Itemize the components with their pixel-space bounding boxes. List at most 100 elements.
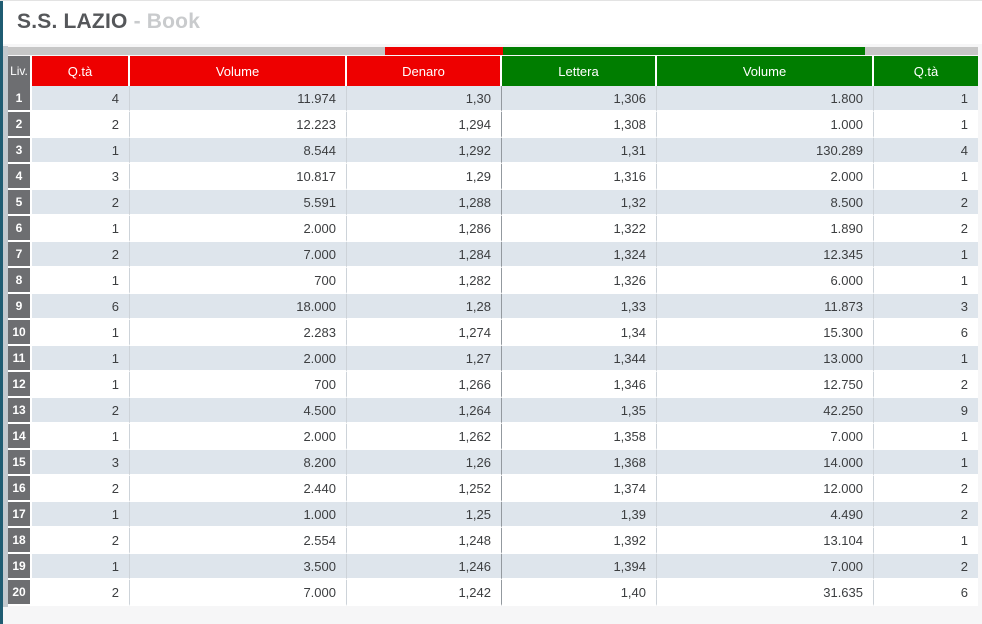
bid-price-cell[interactable]: 1,262 [347,424,502,450]
bid-qty-cell: 1 [32,268,130,294]
book-row[interactable]: 6 1 2.000 1,286 1,322 1.890 2 [8,216,978,242]
level-cell: 16 [8,476,32,502]
ask-qty-cell: 6 [874,320,978,346]
instrument-name: S.S. LAZIO [17,10,128,33]
bid-qty-cell: 1 [32,320,130,346]
bid-qty-cell: 1 [32,424,130,450]
ask-price-cell[interactable]: 1,33 [502,294,657,320]
bid-qty-cell: 3 [32,164,130,190]
bid-price-cell[interactable]: 1,288 [347,190,502,216]
ask-price-cell[interactable]: 1,40 [502,580,657,606]
order-book-table: Liv. Q.tà Volume Denaro Lettera Volume Q… [8,56,978,606]
bid-qty-cell: 2 [32,190,130,216]
bid-price-cell[interactable]: 1,264 [347,398,502,424]
book-row[interactable]: 7 2 7.000 1,284 1,324 12.345 1 [8,242,978,268]
ask-price-cell[interactable]: 1,308 [502,112,657,138]
bid-price-cell[interactable]: 1,286 [347,216,502,242]
level-cell: 14 [8,424,32,450]
book-row[interactable]: 2 2 12.223 1,294 1,308 1.000 1 [8,112,978,138]
level-cell: 9 [8,294,32,320]
bid-qty-cell: 1 [32,554,130,580]
book-row[interactable]: 16 2 2.440 1,252 1,374 12.000 2 [8,476,978,502]
bid-volume-cell: 700 [130,372,347,398]
bid-price-cell[interactable]: 1,292 [347,138,502,164]
book-row[interactable]: 9 6 18.000 1,28 1,33 11.873 3 [8,294,978,320]
book-row[interactable]: 14 1 2.000 1,262 1,358 7.000 1 [8,424,978,450]
bid-price-cell[interactable]: 1,274 [347,320,502,346]
ask-price-cell[interactable]: 1,344 [502,346,657,372]
book-row[interactable]: 15 3 8.200 1,26 1,368 14.000 1 [8,450,978,476]
ask-price-cell[interactable]: 1,368 [502,450,657,476]
bid-price-cell[interactable]: 1,246 [347,554,502,580]
ask-price-cell[interactable]: 1,34 [502,320,657,346]
bid-price-cell[interactable]: 1,248 [347,528,502,554]
bid-price-cell[interactable]: 1,29 [347,164,502,190]
level-cell: 13 [8,398,32,424]
book-row[interactable]: 8 1 700 1,282 1,326 6.000 1 [8,268,978,294]
bid-price-cell[interactable]: 1,266 [347,372,502,398]
bid-price-cell[interactable]: 1,282 [347,268,502,294]
header-bid-price: Denaro [347,56,502,86]
ask-volume-cell: 11.873 [657,294,874,320]
bid-qty-cell: 3 [32,450,130,476]
ask-volume-cell: 15.300 [657,320,874,346]
book-row[interactable]: 5 2 5.591 1,288 1,32 8.500 2 [8,190,978,216]
book-row[interactable]: 13 2 4.500 1,264 1,35 42.250 9 [8,398,978,424]
ask-volume-cell: 6.000 [657,268,874,294]
ask-qty-cell: 2 [874,476,978,502]
level-cell: 18 [8,528,32,554]
book-row[interactable]: 3 1 8.544 1,292 1,31 130.289 4 [8,138,978,164]
ask-price-cell[interactable]: 1,394 [502,554,657,580]
ask-price-cell[interactable]: 1,306 [502,86,657,112]
bid-qty-cell: 1 [32,138,130,164]
bid-price-cell[interactable]: 1,252 [347,476,502,502]
bid-qty-cell: 2 [32,580,130,606]
bid-price-cell[interactable]: 1,242 [347,580,502,606]
bid-volume-cell: 7.000 [130,580,347,606]
level-cell: 7 [8,242,32,268]
book-row[interactable]: 20 2 7.000 1,242 1,40 31.635 6 [8,580,978,606]
level-cell: 19 [8,554,32,580]
bid-price-cell[interactable]: 1,284 [347,242,502,268]
title-bar: S.S. LAZIO - Book [0,0,982,44]
bid-qty-cell: 2 [32,398,130,424]
ask-price-cell[interactable]: 1,374 [502,476,657,502]
book-row[interactable]: 4 3 10.817 1,29 1,316 2.000 1 [8,164,978,190]
ask-price-cell[interactable]: 1,392 [502,528,657,554]
header-ask-qty: Q.tà [874,56,978,86]
ask-price-cell[interactable]: 1,322 [502,216,657,242]
book-row[interactable]: 10 1 2.283 1,274 1,34 15.300 6 [8,320,978,346]
book-row[interactable]: 18 2 2.554 1,248 1,392 13.104 1 [8,528,978,554]
ask-price-cell[interactable]: 1,31 [502,138,657,164]
bid-price-cell[interactable]: 1,26 [347,450,502,476]
ask-price-cell[interactable]: 1,35 [502,398,657,424]
level-cell: 6 [8,216,32,242]
bid-price-cell[interactable]: 1,28 [347,294,502,320]
ask-price-cell[interactable]: 1,326 [502,268,657,294]
book-row[interactable]: 17 1 1.000 1,25 1,39 4.490 2 [8,502,978,528]
bid-price-cell[interactable]: 1,27 [347,346,502,372]
ask-price-cell[interactable]: 1,39 [502,502,657,528]
bid-price-cell[interactable]: 1,30 [347,86,502,112]
ask-qty-cell: 1 [874,164,978,190]
book-row[interactable]: 19 1 3.500 1,246 1,394 7.000 2 [8,554,978,580]
pressure-track-right [865,47,978,55]
ask-price-cell[interactable]: 1,32 [502,190,657,216]
header-bid-qty: Q.tà [32,56,130,86]
ask-volume-cell: 12.000 [657,476,874,502]
book-row[interactable]: 1 4 11.974 1,30 1,306 1.800 1 [8,86,978,112]
ask-price-cell[interactable]: 1,316 [502,164,657,190]
ask-price-cell[interactable]: 1,346 [502,372,657,398]
ask-price-cell[interactable]: 1,358 [502,424,657,450]
ask-qty-cell: 1 [874,112,978,138]
bid-price-cell[interactable]: 1,294 [347,112,502,138]
bid-volume-cell: 4.500 [130,398,347,424]
header-bid-volume: Volume [130,56,347,86]
book-row[interactable]: 11 1 2.000 1,27 1,344 13.000 1 [8,346,978,372]
ask-price-cell[interactable]: 1,324 [502,242,657,268]
ask-qty-cell: 1 [874,424,978,450]
ask-volume-cell: 4.490 [657,502,874,528]
ask-volume-cell: 1.800 [657,86,874,112]
bid-price-cell[interactable]: 1,25 [347,502,502,528]
book-row[interactable]: 12 1 700 1,266 1,346 12.750 2 [8,372,978,398]
